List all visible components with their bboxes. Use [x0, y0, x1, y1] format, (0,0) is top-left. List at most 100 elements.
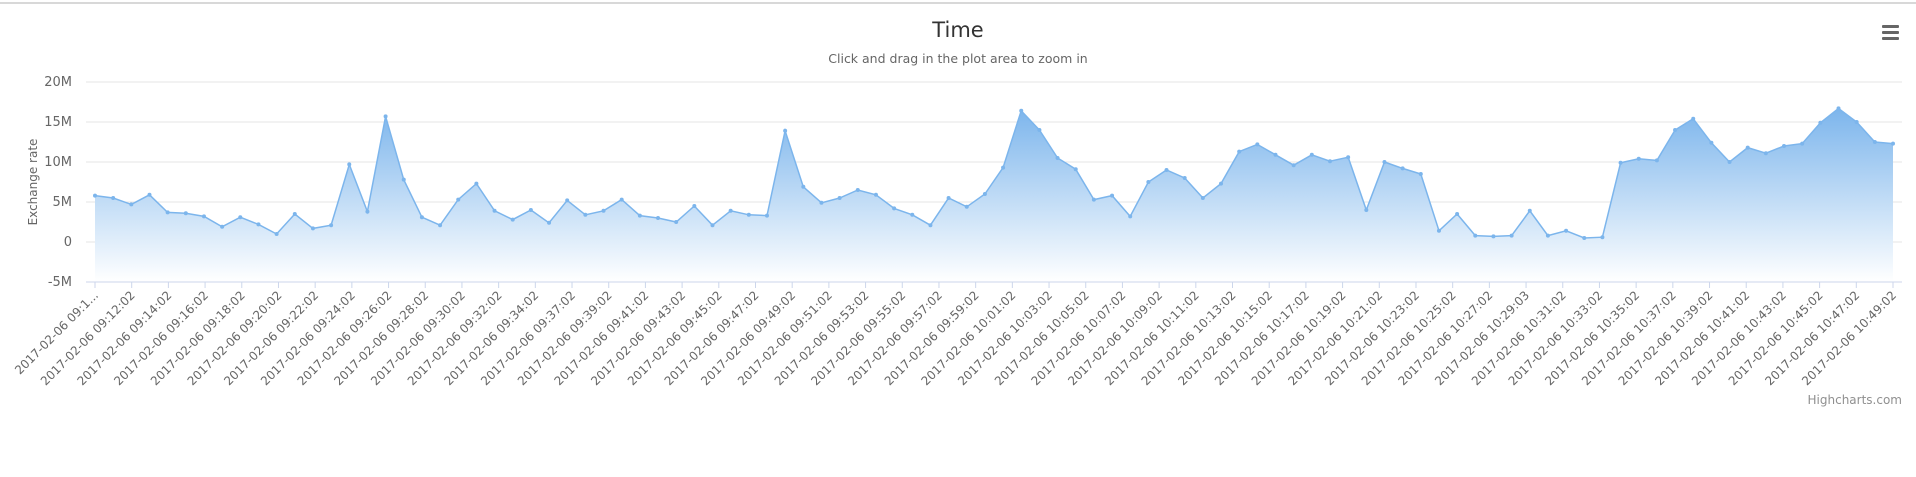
data-point	[1346, 155, 1351, 160]
data-point	[783, 128, 788, 133]
data-point	[1200, 196, 1205, 200]
context-menu-button[interactable]	[1878, 20, 1904, 44]
data-point	[1636, 156, 1641, 161]
data-point	[93, 193, 97, 198]
data-point	[1800, 141, 1805, 146]
data-point	[964, 204, 969, 209]
data-point	[1654, 158, 1659, 163]
data-point	[601, 208, 606, 213]
data-point	[1727, 160, 1732, 164]
y-axis: 20M 15M 10M 5M 0 -5M	[44, 75, 72, 290]
data-point	[1691, 116, 1696, 121]
data-point	[1709, 140, 1714, 145]
data-point	[292, 212, 297, 216]
data-point	[819, 200, 824, 205]
data-point	[910, 212, 915, 217]
data-point	[1327, 159, 1332, 164]
data-point	[329, 223, 334, 228]
data-point	[1582, 236, 1587, 240]
data-point	[1782, 144, 1787, 148]
data-point	[583, 212, 588, 217]
data-point	[1745, 145, 1750, 150]
menu-icon-bar-middle	[1882, 31, 1899, 34]
data-point	[492, 208, 497, 213]
data-point	[129, 202, 134, 207]
data-point	[1436, 228, 1441, 233]
data-point	[165, 210, 170, 215]
data-point	[565, 198, 570, 203]
data-point	[401, 177, 406, 182]
data-point	[347, 162, 352, 167]
top-border	[0, 2, 1916, 4]
data-point	[1891, 141, 1895, 146]
data-point	[474, 181, 479, 186]
data-point	[1763, 151, 1768, 156]
data-point	[1818, 120, 1823, 125]
data-point	[1019, 108, 1024, 113]
data-point	[1455, 212, 1460, 216]
chart-title: Time	[931, 18, 983, 42]
data-point	[982, 192, 987, 196]
data-point	[1509, 233, 1514, 238]
data-point	[728, 208, 733, 213]
data-point	[274, 232, 279, 236]
data-point	[1128, 214, 1133, 219]
data-point	[1309, 152, 1314, 157]
data-point	[1091, 197, 1096, 202]
data-point	[1182, 176, 1187, 180]
data-point	[1673, 128, 1678, 132]
data-point	[1291, 163, 1296, 168]
credits-link[interactable]: Highcharts.com	[1808, 393, 1902, 407]
series-area	[95, 108, 1893, 283]
data-point	[1418, 172, 1423, 176]
data-point	[1400, 166, 1405, 171]
data-point	[674, 220, 679, 224]
series-markers	[93, 106, 1895, 240]
data-point	[892, 206, 897, 211]
data-point	[746, 212, 751, 217]
data-point	[147, 192, 152, 197]
y-tick-label: 0	[64, 235, 72, 250]
menu-icon-bar-bottom	[1882, 37, 1899, 40]
data-point	[692, 204, 697, 208]
data-point	[183, 211, 188, 216]
data-point	[238, 215, 243, 220]
y-tick-label: 20M	[44, 75, 72, 90]
y-tick-label: 10M	[44, 155, 72, 170]
chart-subtitle: Click and drag in the plot area to zoom …	[828, 51, 1087, 66]
data-point	[1564, 228, 1569, 233]
data-point	[801, 184, 806, 189]
data-point	[1273, 152, 1278, 157]
menu-icon-bar-top	[1882, 25, 1899, 28]
data-point	[1237, 149, 1242, 154]
data-point	[946, 196, 951, 200]
data-point	[1545, 233, 1550, 238]
data-point	[111, 196, 116, 200]
y-tick-label: -5M	[48, 275, 72, 290]
data-point	[637, 213, 642, 218]
series-line	[94, 107, 1894, 239]
data-point	[528, 208, 533, 212]
data-point	[619, 197, 624, 202]
data-point	[256, 222, 261, 227]
y-tick-label: 5M	[53, 195, 73, 210]
y-axis-title: Exchange rate	[26, 139, 40, 226]
y-tick-label: 15M	[44, 115, 72, 130]
data-point	[438, 223, 443, 228]
data-point	[1364, 208, 1369, 212]
plot-area[interactable]	[93, 106, 1895, 283]
data-point	[456, 197, 461, 202]
data-point	[1255, 142, 1260, 147]
data-point	[764, 213, 769, 218]
data-point	[1146, 180, 1151, 184]
data-point	[1219, 181, 1224, 186]
data-point	[1618, 160, 1623, 165]
data-point	[656, 216, 661, 220]
data-point	[220, 224, 225, 229]
data-point	[1854, 120, 1859, 124]
data-point	[1110, 193, 1115, 198]
data-point	[1055, 156, 1060, 160]
data-point	[1600, 235, 1605, 240]
data-point	[928, 223, 933, 228]
